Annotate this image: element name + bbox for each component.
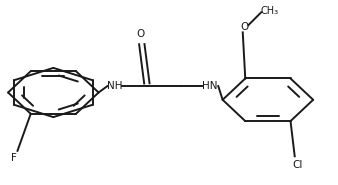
Text: O: O [136, 29, 145, 39]
Text: Cl: Cl [293, 160, 303, 170]
Text: HN: HN [202, 81, 218, 91]
Text: F: F [11, 153, 17, 163]
Text: NH: NH [107, 81, 122, 91]
Text: O: O [240, 22, 248, 32]
Text: CH₃: CH₃ [261, 6, 279, 16]
